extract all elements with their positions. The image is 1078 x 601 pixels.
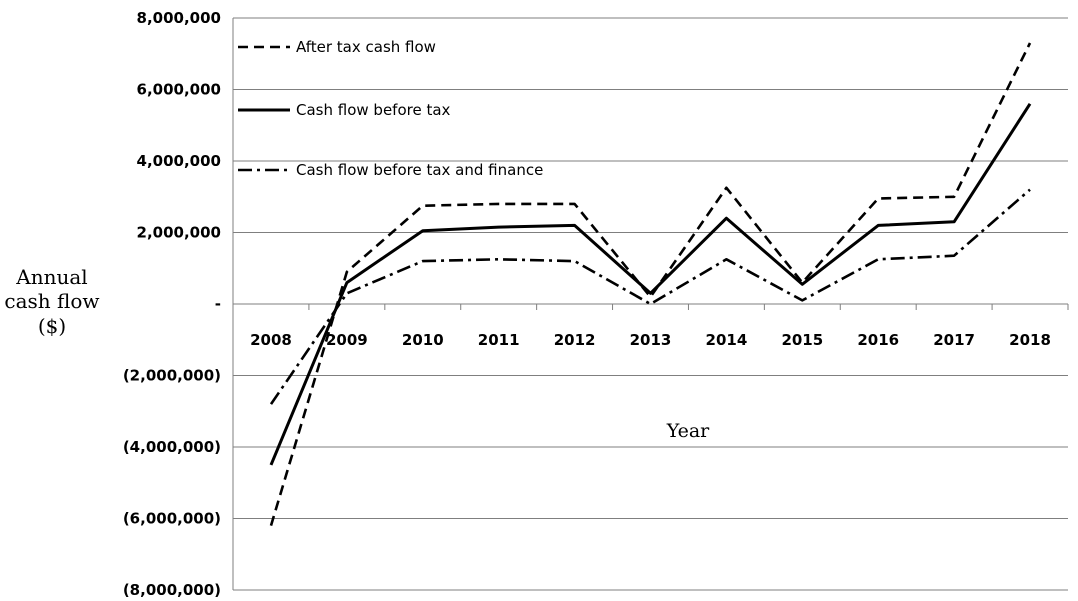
legend-label-2: Cash flow before tax	[296, 101, 451, 119]
gridlines	[232, 17, 1069, 591]
y-axis-ticks: 8,000,000 6,000,000 4,000,000 2,000,000 - (2,…	[123, 9, 221, 599]
y-tick-label: (6,000,000)	[123, 510, 221, 528]
series-lines	[269, 42, 1032, 526]
x-tick-label: 2011	[478, 331, 520, 349]
x-tick-label: 2013	[630, 331, 672, 349]
y-axis-label-line-2: cash flow	[4, 289, 99, 313]
y-tick-label: -	[215, 295, 221, 313]
x-tick-label: 2009	[326, 331, 368, 349]
series-line-1	[269, 42, 1032, 526]
legend: After tax cash flow Cash flow before tax C…	[238, 38, 543, 179]
y-tick-label: (8,000,000)	[123, 581, 221, 599]
legend-label-1: After tax cash flow	[296, 38, 436, 56]
legend-label-3: Cash flow before tax and finance	[296, 161, 543, 179]
y-tick-label: (2,000,000)	[123, 367, 221, 385]
y-tick-label: 2,000,000	[137, 224, 221, 242]
x-tick-label: 2018	[1009, 331, 1051, 349]
y-tick-label: 4,000,000	[137, 152, 221, 170]
x-tick-label: 2016	[857, 331, 899, 349]
x-tick-label: 2014	[706, 331, 748, 349]
series-line-2	[269, 102, 1032, 466]
axis-labels: Annual cash flow ($) Year	[4, 265, 710, 442]
x-tick-label: 2012	[554, 331, 596, 349]
y-tick-label: (4,000,000)	[123, 438, 221, 456]
y-tick-label: 8,000,000	[137, 9, 221, 27]
y-axis-label-line-1: Annual	[15, 265, 87, 289]
x-tick-label: 2008	[250, 331, 292, 349]
x-tick-label: 2017	[933, 331, 975, 349]
x-tick-label: 2010	[402, 331, 444, 349]
y-axis-label-line-3: ($)	[38, 314, 66, 338]
y-tick-label: 6,000,000	[137, 81, 221, 99]
x-axis-label: Year	[666, 420, 710, 442]
x-tick-label: 2015	[781, 331, 823, 349]
series-line-3	[269, 188, 1031, 405]
x-axis-ticks: 2008 2009 2010 2011 2012 2013 2014 2015 2016 2017…	[250, 331, 1051, 349]
